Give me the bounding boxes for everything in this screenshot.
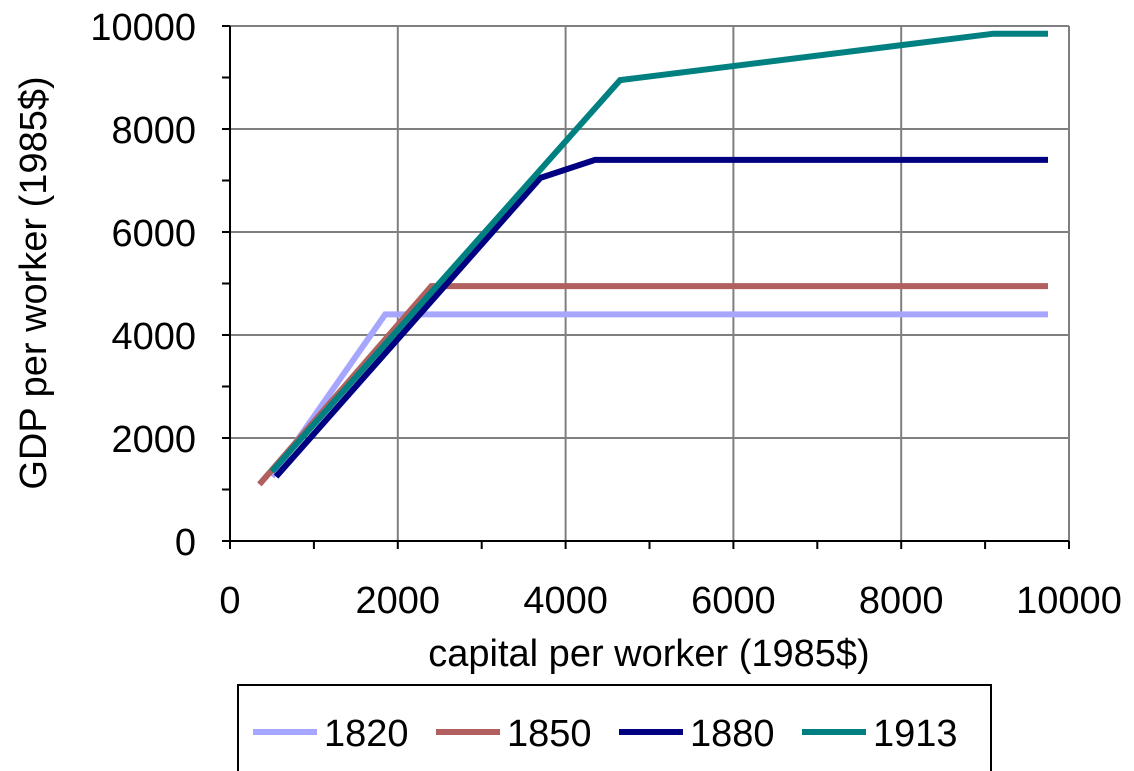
x-axis-title: capital per worker (1985$) — [428, 633, 869, 675]
x-tick-label: 8000 — [859, 580, 944, 622]
y-tick-label: 10000 — [90, 7, 196, 49]
x-tick-label: 2000 — [356, 580, 441, 622]
legend: 1820 1850 1880 1913 — [237, 684, 992, 771]
legend-label-1880: 1880 — [690, 713, 775, 755]
legend-items: 1820 1850 1880 1913 — [253, 713, 958, 755]
legend-label-1820: 1820 — [324, 713, 409, 755]
legend-box — [237, 684, 992, 771]
legend-label-1850: 1850 — [507, 713, 592, 755]
y-axis-title: GDP per worker (1985$) — [13, 76, 55, 489]
x-tick-label: 4000 — [523, 580, 608, 622]
y-tick-label: 4000 — [111, 316, 196, 358]
series-line-1913 — [269, 30, 1048, 474]
series-lines — [257, 30, 1048, 487]
x-tick-label: 0 — [219, 580, 240, 622]
y-tick-label: 6000 — [111, 213, 196, 255]
legend-label-1913: 1913 — [873, 713, 958, 755]
y-tick-label: 8000 — [111, 110, 196, 152]
tick-labels: 0 2000 4000 6000 8000 10000 0 2000 4000 6000 8000 1… — [90, 7, 1122, 622]
series-line-1880 — [273, 156, 1048, 479]
axes — [222, 25, 1070, 549]
y-tick-label: 2000 — [111, 419, 196, 461]
x-tick-label: 10000 — [1016, 580, 1122, 622]
y-tick-label: 0 — [175, 522, 196, 564]
x-tick-label: 6000 — [691, 580, 776, 622]
